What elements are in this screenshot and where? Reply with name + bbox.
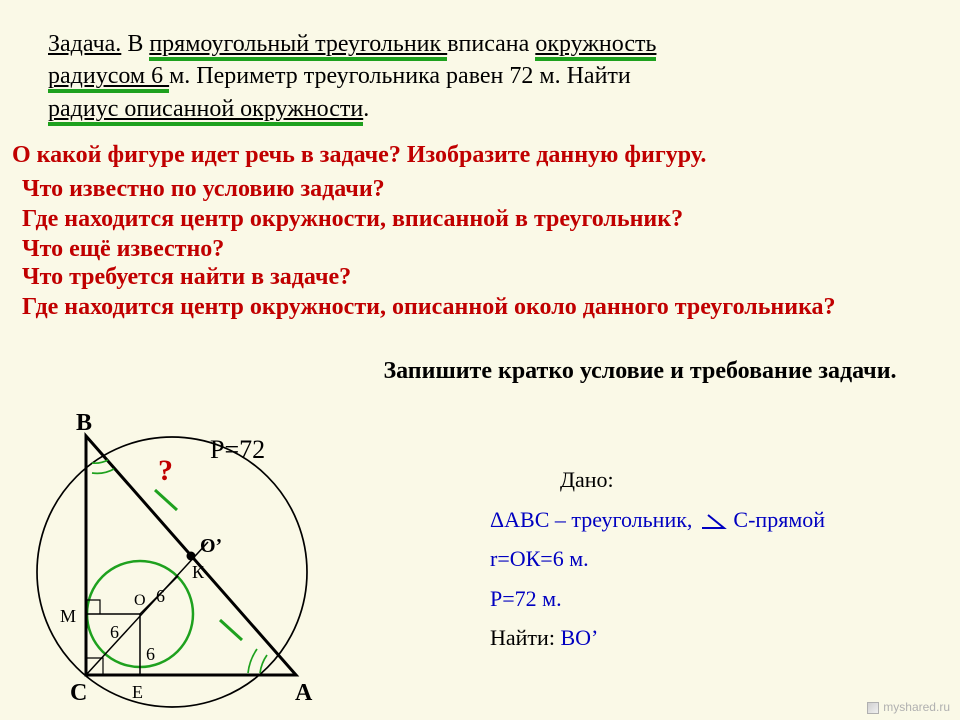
svg-text:6: 6: [146, 644, 155, 664]
svg-text:А: А: [295, 680, 313, 706]
svg-text:О’: О’: [200, 535, 222, 557]
given-r: r=ОК=6 м.: [490, 539, 825, 579]
svg-text:В: В: [76, 410, 92, 436]
svg-text:С: С: [70, 680, 87, 706]
svg-text:Р=72: Р=72: [210, 435, 265, 464]
q3: Где находится центр окружности, вписанно…: [22, 204, 683, 234]
q2: Что известно по условию задачи?: [22, 174, 385, 204]
watermark-text: myshared.ru: [883, 700, 950, 714]
term-circumscribed-radius: радиус описанной окружности: [48, 96, 363, 126]
summary-text: Запишите кратко условие и требование зад…: [340, 358, 940, 385]
watermark-icon: [867, 702, 879, 714]
q1: О какой фигуре идет речь в задаче? Изобр…: [12, 140, 706, 170]
svg-text:М: М: [60, 606, 76, 626]
given-block: Дано: ΔABC – треугольник, С-прямой r=ОК=…: [490, 460, 825, 658]
geometry-diagram: А В С М Е К О О’ 6 6 6? Р=72: [10, 400, 350, 720]
angle-icon: [698, 513, 728, 531]
svg-text:О: О: [134, 592, 146, 609]
term-radius6: радиусом 6: [48, 63, 169, 93]
find-label: Найти:: [490, 625, 560, 650]
q6: Где находится центр окружности, описанно…: [22, 292, 942, 322]
svg-text:Е: Е: [132, 682, 143, 702]
given-triangle: ΔABC – треугольник,: [490, 507, 692, 532]
svg-text:6: 6: [110, 622, 119, 642]
term-right-triangle: прямоугольный треугольник: [149, 31, 447, 61]
given-p: Р=72 м.: [490, 579, 825, 619]
watermark: myshared.ru: [867, 700, 950, 714]
given-right-angle: С-прямой: [733, 507, 825, 532]
q4: Что ещё известно?: [22, 234, 224, 264]
problem-label: Задача.: [48, 31, 121, 57]
svg-text:?: ?: [158, 454, 173, 487]
term-circle: окружность: [535, 31, 656, 61]
svg-text:К: К: [192, 562, 205, 582]
page: Задача. В прямоугольный треугольник впис…: [0, 0, 960, 720]
find-value: ВО’: [560, 625, 598, 650]
q5: Что требуется найти в задаче?: [22, 262, 351, 292]
given-label: Дано:: [560, 467, 614, 492]
problem-text: Задача. В прямоугольный треугольник впис…: [48, 28, 918, 125]
svg-text:6: 6: [156, 586, 165, 606]
